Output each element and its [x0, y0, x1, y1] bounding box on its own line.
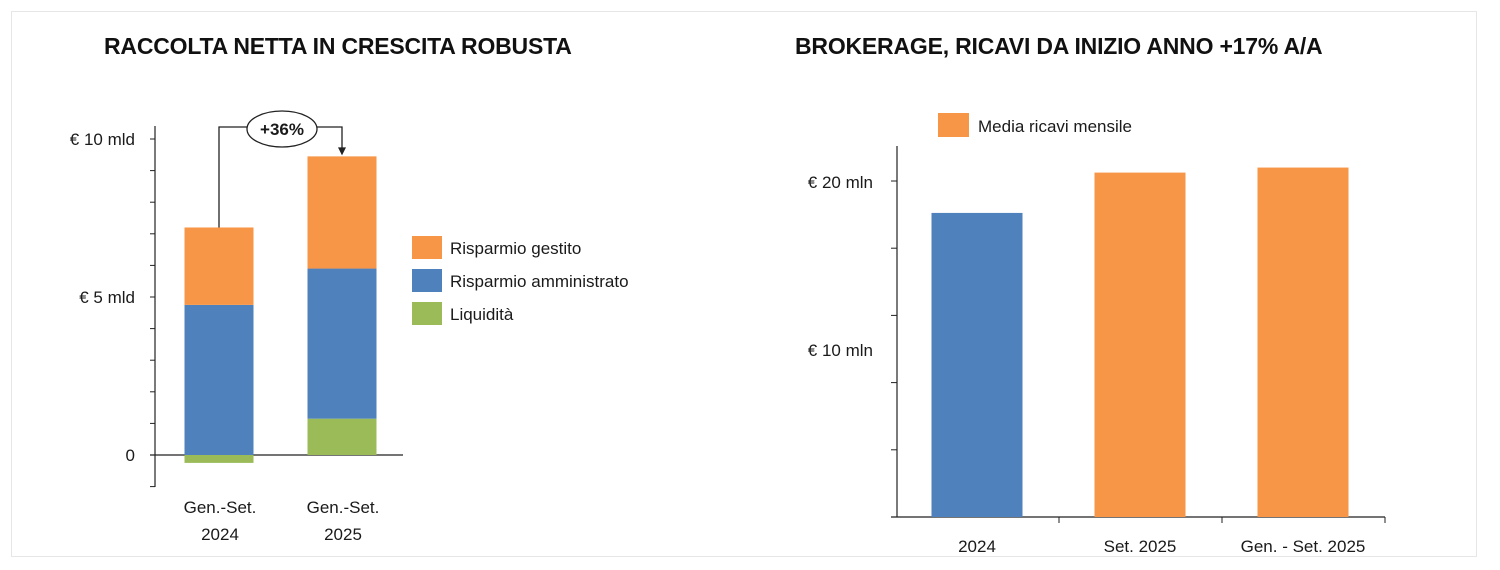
left-chart-title: RACCOLTA NETTA IN CRESCITA ROBUSTA	[104, 33, 572, 59]
bar-risparmio-gestito-0	[184, 227, 254, 305]
legend-label: Risparmio gestito	[450, 239, 581, 258]
left-x-tick-label: Gen.-Set.	[307, 498, 380, 517]
bar-risparmio-gestito-1	[307, 156, 377, 269]
right-y-tick-label: € 20 mln	[808, 173, 873, 192]
legend-label: Risparmio amministrato	[450, 272, 629, 291]
legend-swatch	[412, 269, 442, 292]
bar-risparmio-amministrato-0	[184, 304, 254, 455]
growth-badge	[246, 110, 318, 148]
legend-label: Liquidità	[450, 305, 514, 324]
bar-liquidit--0	[184, 455, 254, 463]
legend-swatch	[412, 302, 442, 325]
right-legend-label: Media ricavi mensile	[978, 117, 1132, 136]
right-x-tick-label: Set. 2025	[1104, 537, 1177, 556]
left-y-tick-label: € 10 mld	[70, 130, 135, 149]
growth-label: +36%	[260, 120, 304, 139]
bar-liquidit--1	[307, 418, 377, 455]
right-x-tick-label: 2024	[958, 537, 996, 556]
left-y-tick-label: € 5 mld	[79, 288, 135, 307]
bar-brokerage-2	[1257, 167, 1349, 517]
growth-arrowhead	[338, 147, 346, 156]
bar-brokerage-1	[1094, 172, 1186, 517]
right-x-tick-label: Gen. - Set. 2025	[1241, 537, 1366, 556]
left-x-tick-label: 2025	[324, 525, 362, 544]
left-y-tick-label: 0	[126, 446, 135, 465]
right-y-tick-label: € 10 mln	[808, 341, 873, 360]
right-legend-swatch	[938, 113, 969, 137]
bar-risparmio-amministrato-1	[307, 268, 377, 419]
chart-frame	[11, 11, 1477, 557]
left-x-tick-label: Gen.-Set.	[184, 498, 257, 517]
right-chart-title: BROKERAGE, RICAVI DA INIZIO ANNO +17% A/…	[795, 33, 1323, 59]
left-x-tick-label: 2024	[201, 525, 239, 544]
bar-brokerage-0	[931, 212, 1023, 518]
legend-swatch	[412, 236, 442, 259]
